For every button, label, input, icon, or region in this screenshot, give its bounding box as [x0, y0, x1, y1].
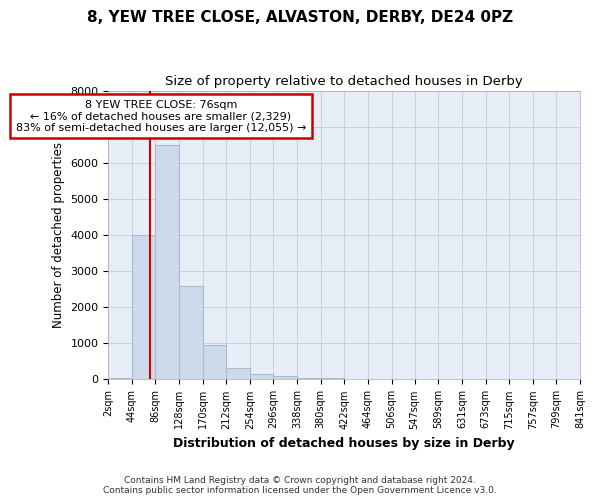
- X-axis label: Distribution of detached houses by size in Derby: Distribution of detached houses by size …: [173, 437, 515, 450]
- Bar: [297, 378, 321, 380]
- Bar: [250, 374, 274, 380]
- Bar: [132, 235, 155, 380]
- Bar: [203, 345, 226, 380]
- Text: 8, YEW TREE CLOSE, ALVASTON, DERBY, DE24 0PZ: 8, YEW TREE CLOSE, ALVASTON, DERBY, DE24…: [87, 10, 513, 25]
- Bar: [226, 368, 250, 380]
- Y-axis label: Number of detached properties: Number of detached properties: [52, 142, 65, 328]
- Title: Size of property relative to detached houses in Derby: Size of property relative to detached ho…: [165, 75, 523, 88]
- Text: Contains HM Land Registry data © Crown copyright and database right 2024.
Contai: Contains HM Land Registry data © Crown c…: [103, 476, 497, 495]
- Bar: [179, 286, 203, 380]
- Text: 8 YEW TREE CLOSE: 76sqm
← 16% of detached houses are smaller (2,329)
83% of semi: 8 YEW TREE CLOSE: 76sqm ← 16% of detache…: [16, 100, 306, 133]
- Bar: [321, 378, 344, 380]
- Bar: [108, 378, 132, 380]
- Bar: [274, 376, 297, 380]
- Bar: [155, 144, 179, 380]
